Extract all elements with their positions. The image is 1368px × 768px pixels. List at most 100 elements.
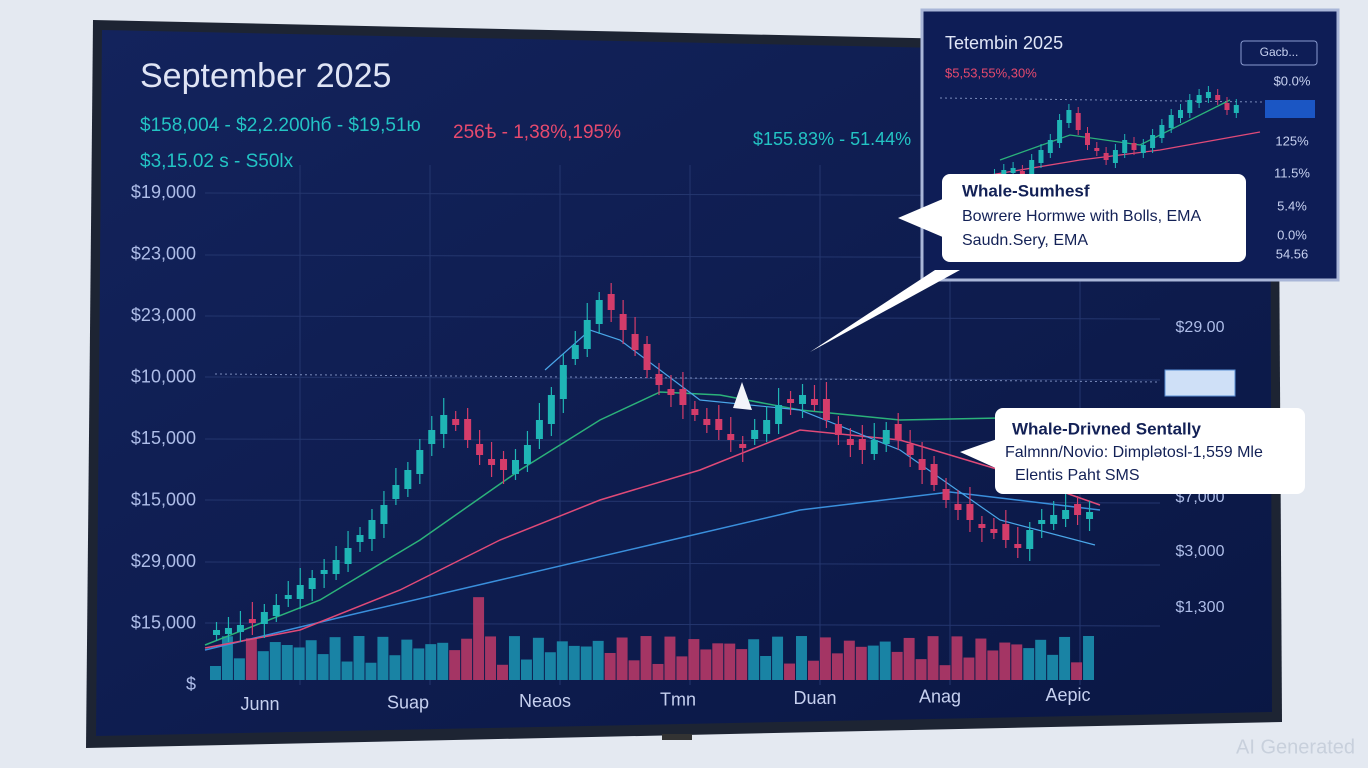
candle-body: [440, 415, 448, 434]
candle-body: [1086, 512, 1094, 519]
volume-bar: [317, 654, 329, 680]
candle-body: [631, 334, 639, 350]
stats-line2: $3,15.02 s - S50lx: [140, 151, 294, 172]
volume-bar: [389, 655, 401, 680]
candle-body: [595, 300, 603, 324]
volume-bar: [724, 643, 736, 680]
inset-candle-body: [1019, 171, 1025, 174]
candle-body: [667, 389, 675, 395]
candle-body: [799, 395, 807, 404]
volume-bar: [592, 640, 604, 680]
candle-body: [260, 612, 268, 624]
volume-bar: [652, 663, 664, 680]
candles: [213, 283, 1094, 642]
y-label: $23,000: [131, 243, 196, 263]
x-labels: Junn Suap Neaos Tmn Duan Anag Aepic: [240, 685, 1090, 714]
inset-candle-body: [1205, 92, 1211, 98]
inset-right-label: $0.0%: [1274, 73, 1311, 88]
candle-body: [763, 420, 771, 434]
inset-candle-body: [1140, 145, 1146, 153]
volume-bar: [210, 666, 221, 680]
candle-body: [978, 524, 986, 528]
candle-body: [368, 520, 376, 539]
y-label: $: [186, 674, 196, 694]
candle-body: [966, 504, 974, 520]
candle-body: [272, 605, 280, 616]
volume-bar: [784, 663, 796, 680]
callout2-title: Whale-Drivned Sentally: [1012, 419, 1201, 438]
candle-body: [954, 504, 962, 510]
volume-bar: [700, 649, 712, 680]
volume-bar: [640, 636, 652, 680]
candle-body: [727, 434, 735, 440]
volume-bar: [688, 639, 700, 680]
candle-body: [523, 445, 531, 464]
candle-body: [691, 409, 699, 415]
volume-bar: [413, 648, 425, 680]
callout2-line1: Falmnn/Novio: Dimplətosl-1,559 Mle: [1005, 444, 1263, 461]
volume-bar: [1071, 662, 1083, 680]
x-label: Suap: [387, 692, 429, 712]
volume-bar: [1023, 648, 1035, 680]
volume-bar: [556, 641, 568, 680]
callout2-line2: Elentis Paht SMS: [1015, 467, 1140, 484]
candle-body: [751, 430, 759, 439]
right-label: $29.00: [1176, 319, 1225, 336]
candle-body: [1014, 544, 1022, 548]
y-label: $23,000: [131, 305, 196, 325]
candle-body: [1074, 504, 1082, 515]
volume-bar: [676, 656, 688, 680]
inset-green-ma: [999, 99, 1231, 161]
volume-bar: [580, 646, 592, 680]
callout1-tail: [810, 270, 960, 352]
inset-candle-body: [1057, 120, 1063, 143]
candle-body: [703, 419, 711, 425]
candle-body: [344, 548, 352, 564]
volume-bar: [305, 640, 317, 680]
inset-button-label[interactable]: Gacb...: [1260, 45, 1299, 59]
candle-body: [476, 444, 484, 455]
candle-body: [416, 450, 424, 474]
candle-body: [236, 625, 244, 632]
inset-candle-body: [1168, 115, 1174, 128]
candle-body: [834, 424, 842, 435]
candle-body: [810, 399, 818, 405]
candle-body: [488, 459, 496, 465]
volume-bar: [532, 637, 544, 680]
volume-bar: [843, 640, 855, 680]
volume-bar: [616, 637, 628, 680]
candle-body: [643, 344, 651, 370]
volume-bar: [867, 645, 879, 680]
y-label: $15,000: [131, 612, 196, 632]
monitor-stand: [662, 734, 692, 740]
volume-bar: [712, 643, 724, 680]
candle-body: [846, 439, 854, 445]
watermark: AI Generated: [1236, 736, 1355, 758]
volume-bar: [1035, 639, 1047, 680]
volume-bar: [353, 636, 365, 680]
volume-bar: [987, 650, 999, 680]
volume-bar: [544, 652, 556, 680]
callout1-pointer: [898, 198, 945, 238]
volume-bar: [1059, 636, 1071, 680]
candle-body: [858, 439, 866, 450]
volume-bar: [855, 646, 867, 680]
candle-body: [511, 460, 519, 474]
candle-body: [1038, 520, 1046, 524]
volume-bar: [508, 636, 520, 680]
inset-right-label: 0.0%: [1277, 227, 1307, 242]
candle-body: [464, 419, 472, 440]
candle-body: [213, 630, 220, 635]
volume-bar: [425, 644, 437, 680]
stats-right: $155.83% - 51.44%: [753, 129, 911, 149]
inset-button[interactable]: [1240, 40, 1318, 66]
grid-line: [204, 561, 1161, 566]
volume-bar: [269, 642, 281, 680]
inset-candle-body: [1112, 150, 1118, 163]
callout1-box: [942, 174, 1246, 262]
candle-body: [224, 628, 232, 634]
volume-bar: [891, 651, 903, 680]
volume-bar: [796, 636, 807, 680]
volume-bar: [939, 665, 951, 680]
